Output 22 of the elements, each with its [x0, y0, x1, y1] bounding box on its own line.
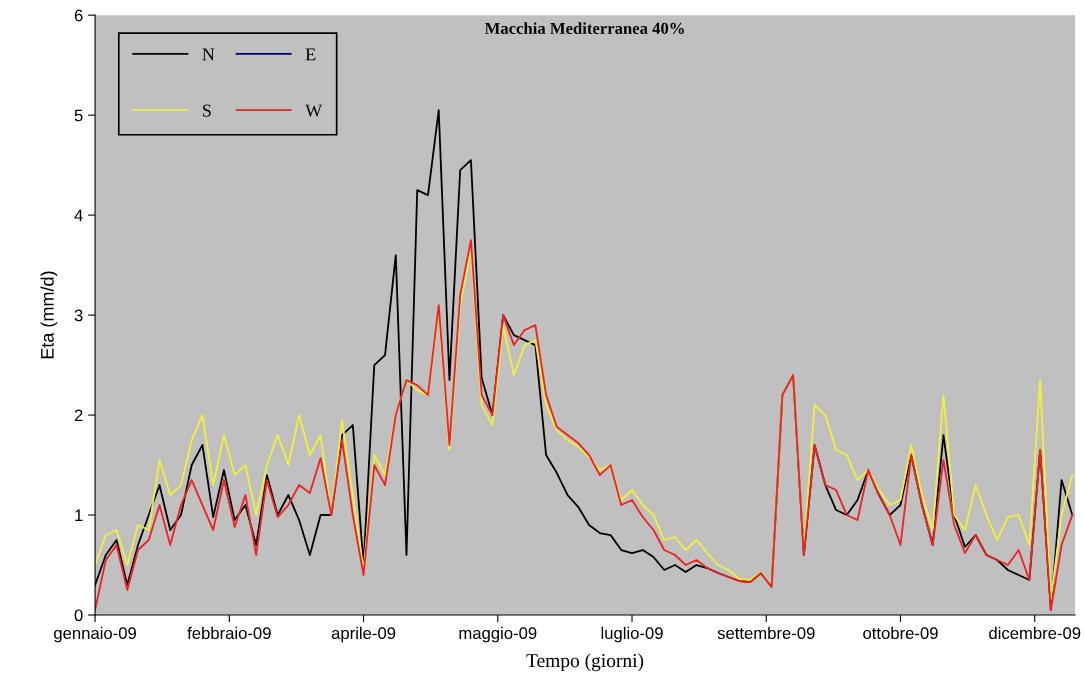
legend-label: S [203, 104, 211, 117]
chart-title: Macchia Mediterranea 40% [484, 22, 684, 35]
x-axis-title: Tempo (giorni) [526, 653, 644, 672]
legend-label: W [305, 104, 323, 117]
x-tick-label: luglio-09 [601, 626, 663, 643]
legend-label: E [305, 48, 316, 61]
y-tick-label: 5 [74, 109, 83, 122]
y-axis-title: Eta (mm/d) [40, 271, 58, 359]
y-tick-label: 0 [74, 609, 83, 622]
x-tick-label: aprile-09 [331, 626, 396, 643]
y-tick-label: 4 [74, 209, 83, 222]
x-tick-label: febbraio-09 [187, 626, 271, 640]
y-tick-label: 1 [75, 509, 83, 522]
y-tick-label: 6 [74, 9, 83, 22]
x-tick-label: gennaio-09 [54, 626, 136, 643]
y-tick-label: 3 [74, 309, 83, 322]
x-tick-label: dicembre-09 [989, 626, 1081, 640]
x-tick-label: maggio-09 [459, 626, 537, 643]
x-tick-label: ottobre-09 [863, 626, 938, 640]
x-tick-label: settembre-09 [717, 626, 815, 640]
y-tick-label: 2 [74, 409, 83, 422]
legend-label: N [202, 48, 215, 61]
